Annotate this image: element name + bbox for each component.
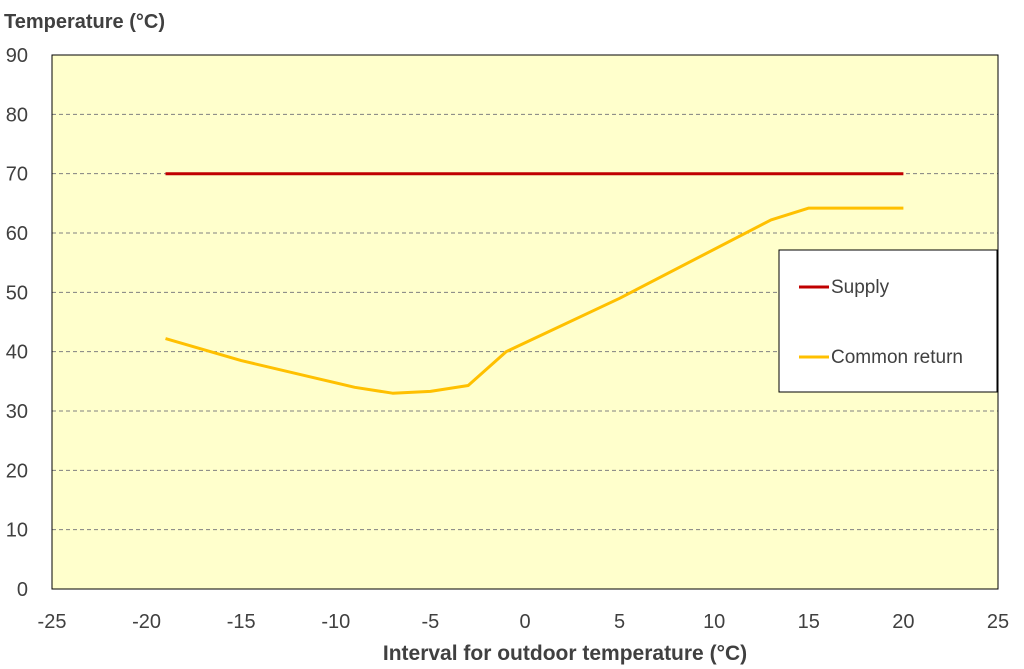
legend: Supply Common return <box>778 249 998 393</box>
y-tick-label: 30 <box>6 401 28 423</box>
y-axis-title: Temperature (°C) <box>4 11 165 33</box>
y-tick-label: 10 <box>6 520 28 542</box>
x-axis-title: Interval for outdoor temperature (°C) <box>383 642 747 665</box>
y-tick-label: 20 <box>6 460 28 482</box>
axes <box>51 54 999 590</box>
y-tick-labels: 0 10 20 30 40 50 60 70 80 90 <box>6 45 28 601</box>
x-tick-label: 0 <box>519 611 530 633</box>
legend-label: Supply <box>831 277 890 298</box>
x-tick-label: 25 <box>987 611 1009 633</box>
x-tick-label: 5 <box>614 611 625 633</box>
x-tick-label: -15 <box>227 611 256 633</box>
legend-label: Common return <box>831 347 963 368</box>
y-tick-label: 80 <box>6 104 28 126</box>
x-tick-label: -25 <box>38 611 67 633</box>
x-tick-label: 10 <box>703 611 725 633</box>
plot-border <box>51 54 999 590</box>
legend-box <box>778 249 998 393</box>
x-tick-label: -20 <box>132 611 161 633</box>
x-tick-label: -10 <box>321 611 350 633</box>
x-tick-labels: -25 -20 -15 -10 -5 0 5 10 15 20 25 <box>38 611 1010 633</box>
y-tick-label: 40 <box>6 342 28 364</box>
x-tick-label: 20 <box>892 611 914 633</box>
y-tick-label: 0 <box>17 579 28 601</box>
y-tick-label: 90 <box>6 45 28 67</box>
y-tick-label: 50 <box>6 282 28 304</box>
y-tick-label: 70 <box>6 164 28 186</box>
y-tick-label: 60 <box>6 223 28 245</box>
x-tick-label: -5 <box>422 611 440 633</box>
series-lines <box>165 172 904 395</box>
series-line-2 <box>165 206 904 395</box>
x-tick-label: 15 <box>798 611 820 633</box>
